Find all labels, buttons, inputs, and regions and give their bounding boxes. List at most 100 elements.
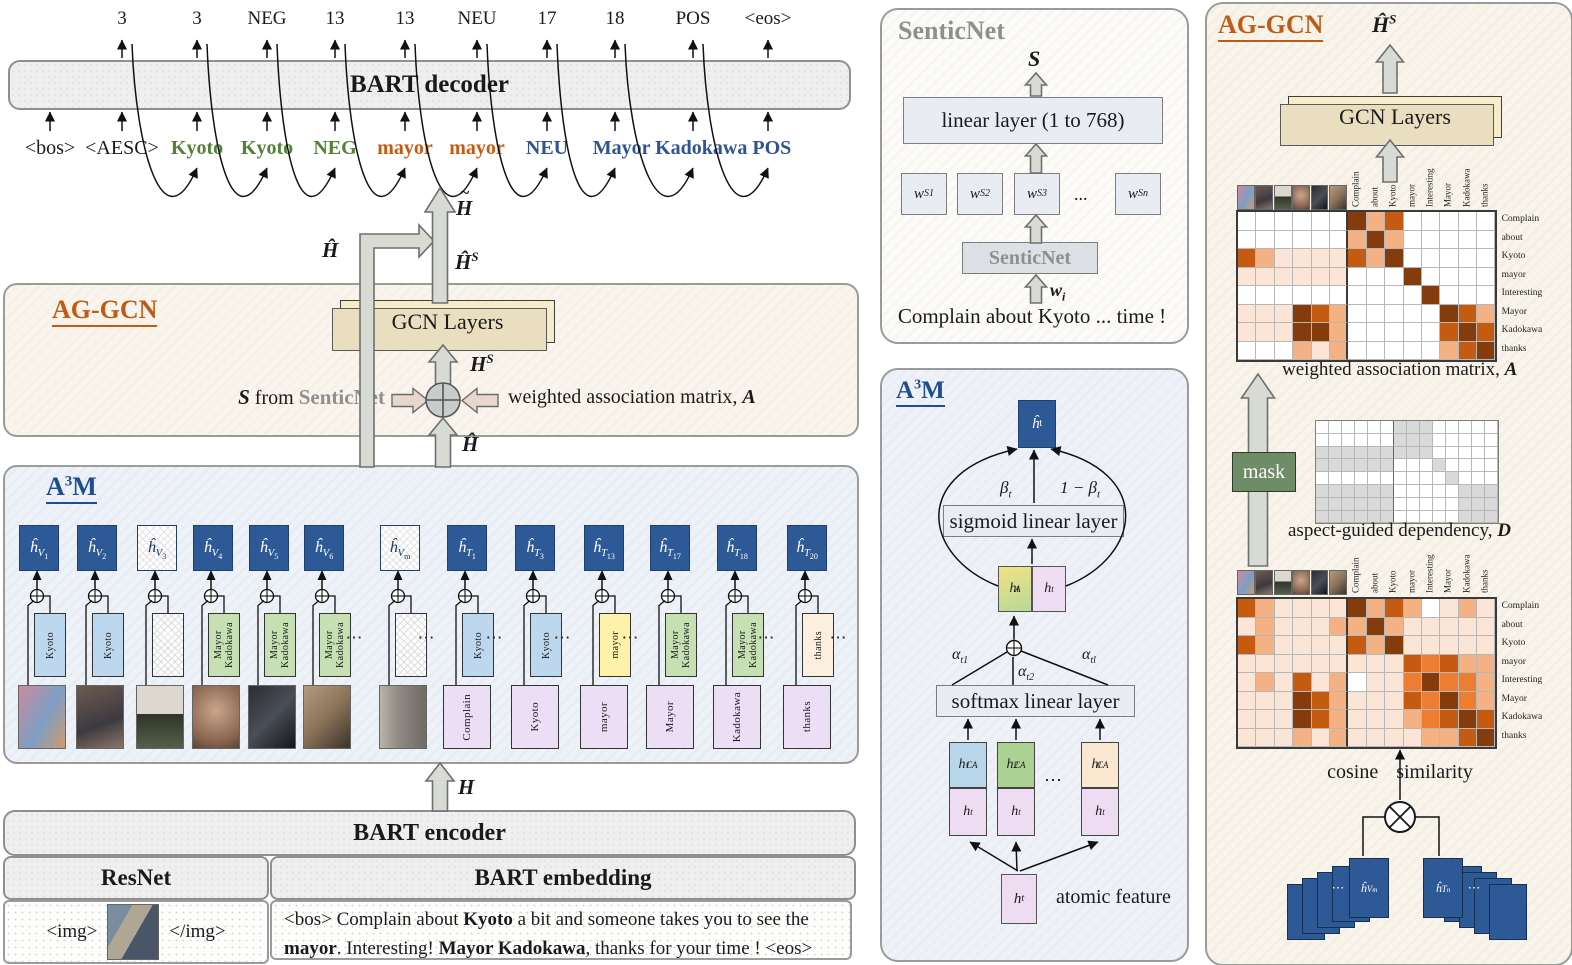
matrix-cell (1477, 599, 1496, 618)
decoder-input-token: NEU (525, 137, 569, 159)
matrix-cell (1394, 459, 1407, 473)
matrix-cell (1256, 636, 1275, 655)
matrix-col-label: thanks (1479, 183, 1490, 208)
img-open-tag: <img> (46, 921, 98, 942)
column-connector (506, 569, 562, 685)
matrix-cell (1316, 459, 1329, 473)
matrix-cell (1385, 673, 1404, 692)
matrix-cell (1238, 304, 1257, 323)
decoder-output-token: 18 (605, 8, 625, 29)
aggcn-left-title: AG-GCN (52, 296, 158, 327)
matrix-cell (1440, 599, 1459, 618)
stack-front-card: ĥVm (1349, 858, 1389, 918)
decoder-input-token: Kyoto (170, 137, 224, 159)
matrix-cell (1348, 728, 1367, 747)
matrix-cell (1420, 433, 1433, 447)
aspect-label-text: Mayor Kadokawa (670, 622, 692, 668)
matrix-cell (1329, 230, 1349, 249)
matrix-cell (1274, 286, 1294, 305)
region-image (136, 685, 184, 749)
hidden-state-box: ĥ T 20 (787, 525, 827, 571)
matrix-cell (1472, 497, 1485, 511)
matrix-thumb (1237, 570, 1255, 595)
decoder-output-token: <eos> (744, 8, 792, 29)
a3m-column: ĥ T 17 Mayor Kadokawa Mayor (641, 525, 697, 750)
matrix-cell (1348, 599, 1367, 618)
column-connector (438, 569, 494, 685)
matrix-cell (1311, 249, 1330, 268)
matrix-cell (1316, 484, 1329, 498)
matrix-cell (1421, 323, 1441, 342)
aspect-label-box: Kyoto (530, 613, 562, 677)
matrix-cell (1238, 728, 1257, 747)
senticnet-title: SenticNet (898, 16, 1005, 45)
matrix-cell (1440, 617, 1459, 636)
matrix-cell (1446, 446, 1459, 460)
matrix-cell (1274, 249, 1294, 268)
matrix-cell (1403, 654, 1422, 673)
matrix-cell (1311, 230, 1330, 249)
matrix-cell (1329, 304, 1349, 323)
matrix-cell (1311, 304, 1330, 323)
matrix-cell (1329, 654, 1349, 673)
matrix-cell (1311, 691, 1330, 710)
decoder-output-token: 17 (537, 8, 557, 29)
matrix-cell (1440, 710, 1459, 729)
matrix-cell (1329, 599, 1349, 618)
matrix-cell (1421, 673, 1441, 692)
matrix-cell (1329, 446, 1342, 460)
matrix-cell (1477, 341, 1496, 360)
aspect-label-text: Mayor Kadokawa (269, 622, 291, 668)
gcn-layers-box-left: GCN Layers (332, 300, 555, 351)
matrix-cell (1293, 286, 1312, 305)
matrix-cell (1381, 433, 1394, 447)
aspect-label-box: Kyoto (92, 613, 124, 677)
matrix-cell (1329, 249, 1349, 268)
matrix-cell (1458, 212, 1478, 231)
matrix-cell (1421, 710, 1441, 729)
matrix-cell (1421, 636, 1441, 655)
matrix-cell (1421, 617, 1441, 636)
matrix-cell (1421, 286, 1441, 305)
matrix-col-label: thanks (1479, 569, 1490, 594)
matrix-cell (1256, 230, 1275, 249)
input-photo (107, 904, 160, 960)
matrix-cell (1458, 654, 1478, 673)
matrix-thumb (1237, 185, 1255, 210)
matrix-cell (1256, 323, 1275, 342)
weighted-matrix-label: weighted association matrix, A (508, 386, 756, 408)
matrix-cell (1458, 599, 1478, 618)
matrix-cell (1446, 459, 1459, 473)
hidden-state-box: ĥ T 17 (650, 525, 690, 571)
matrix-cell (1385, 617, 1404, 636)
matrix-row-label: Mayor (1501, 306, 1527, 317)
matrix-cell (1477, 710, 1496, 729)
matrix-cell (1403, 728, 1422, 747)
matrix-cell (1368, 433, 1381, 447)
right-hhs-label: ĤS (1372, 11, 1397, 37)
matrix-cell (1385, 267, 1404, 286)
matrix-cell (1329, 212, 1349, 231)
matrix-cell (1329, 472, 1342, 485)
matrix-cell (1403, 691, 1422, 710)
matrix-cell (1274, 267, 1294, 286)
matrix-cell (1238, 267, 1257, 286)
matrix-row-label: Kadokawa (1501, 712, 1543, 722)
matrix-cell (1440, 304, 1459, 323)
matrix-cell (1440, 691, 1459, 710)
matrix-cell (1433, 459, 1446, 473)
matrix-cell (1403, 323, 1422, 342)
matrix-cell (1385, 728, 1404, 747)
matrix-cell (1238, 230, 1257, 249)
matrix-cell (1342, 472, 1355, 485)
matrix-cell (1385, 654, 1404, 673)
matrix-cell (1472, 510, 1485, 524)
matrix-cell (1366, 323, 1386, 342)
matrix-cell (1366, 230, 1386, 249)
matrix-cell (1472, 472, 1485, 485)
sentence-segment: Kyoto (463, 909, 513, 930)
